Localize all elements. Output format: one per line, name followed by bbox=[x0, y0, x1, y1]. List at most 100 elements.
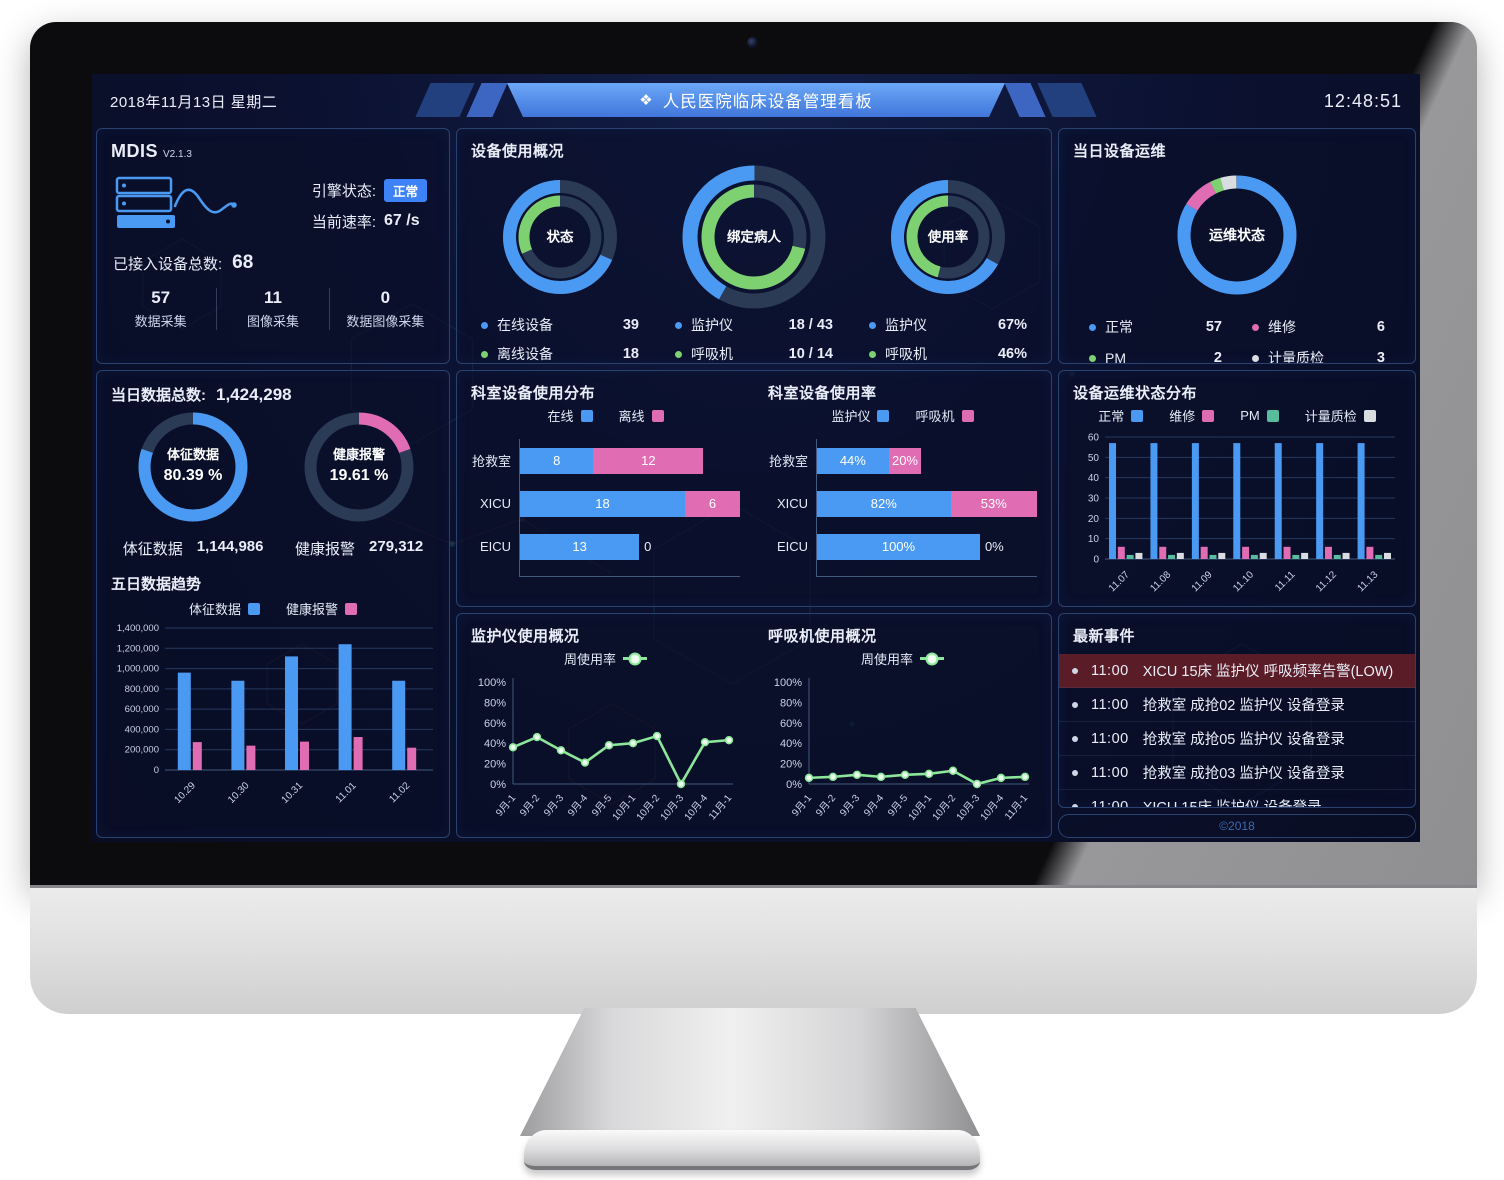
health-alarm-donut-chart: 健康报警 19.61 % bbox=[303, 411, 415, 528]
legend-dot bbox=[481, 321, 488, 329]
event-row[interactable]: 11:00 抢救室 成抢03 监护仪 设备登录 bbox=[1059, 756, 1415, 790]
legend-item[interactable]: 健康报警 bbox=[286, 599, 358, 618]
mdis-title: MDIS bbox=[111, 141, 158, 161]
legend-item[interactable]: 离线 bbox=[619, 406, 664, 425]
event-row-alert[interactable]: 11:00 XICU 15床 监护仪 呼吸频率告警(LOW) bbox=[1059, 654, 1415, 688]
vital-label: 体征数据 bbox=[122, 541, 183, 558]
panel-ops-distribution: 设备运维状态分布 正常 维修 PM 计量质检 60 50 40 30 20 10 0 11.07 11… bbox=[1058, 370, 1416, 607]
legend-item[interactable]: 呼吸机 46% bbox=[868, 344, 1027, 363]
event-row[interactable]: 11:00 XICU 15床 监护仪 设备登录 bbox=[1059, 790, 1415, 808]
status-donut-legend: 在线设备 39 离线设备 18 bbox=[481, 315, 639, 363]
legend-item[interactable]: PM bbox=[1240, 408, 1279, 423]
event-text: 抢救室 成抢03 监护仪 设备登录 bbox=[1142, 766, 1345, 782]
legend-swatch bbox=[961, 409, 974, 422]
bar-segment: 6 bbox=[685, 490, 741, 517]
legend-item[interactable]: 在线设备 39 bbox=[481, 315, 639, 335]
svg-text:10月-1: 10月-1 bbox=[609, 792, 638, 823]
monitor-stand-neck bbox=[520, 1008, 980, 1136]
legend-value: 6 bbox=[1376, 319, 1385, 335]
legend-label: 健康报警 bbox=[286, 602, 339, 617]
legend-line-marker bbox=[920, 652, 944, 665]
diamond-cluster-icon: ❖ bbox=[639, 92, 654, 109]
svg-text:10月-2: 10月-2 bbox=[930, 792, 959, 823]
bar-segment: 18 bbox=[520, 490, 686, 517]
legend-label: 监护仪 bbox=[690, 317, 733, 333]
legend-item[interactable]: 正常 bbox=[1098, 406, 1144, 425]
category-label: 抢救室 bbox=[768, 454, 808, 469]
dept-rate-legend: 监护仪 呼吸机 bbox=[754, 406, 1051, 425]
legend-item[interactable]: 周使用率 bbox=[861, 649, 944, 668]
svg-text:0%: 0% bbox=[490, 779, 506, 791]
legend-swatch bbox=[877, 409, 890, 422]
bar-segment: 82% bbox=[817, 490, 951, 517]
legend-item[interactable]: 体征数据 bbox=[189, 599, 260, 618]
svg-text:11.01: 11.01 bbox=[334, 780, 359, 805]
legend-item[interactable]: 计量质检 bbox=[1305, 406, 1376, 425]
legend-item[interactable]: 呼吸机 bbox=[915, 406, 974, 425]
event-time: 11:00 bbox=[1091, 764, 1129, 781]
legend-swatch bbox=[580, 409, 593, 422]
svg-text:9月-4: 9月-4 bbox=[862, 792, 887, 819]
ops-dist-legend: 正常 维修 PM 计量质检 bbox=[1059, 406, 1415, 425]
svg-text:11.11: 11.11 bbox=[1273, 569, 1298, 594]
vent-usage-half: 呼吸机使用概况 周使用率 100% 80% 60% 40% 20% 0% 9月-1 9月-2 9… bbox=[754, 614, 1051, 837]
svg-text:0: 0 bbox=[1093, 555, 1099, 566]
svg-text:1,400,000: 1,400,000 bbox=[117, 623, 159, 634]
connected-devices-value: 68 bbox=[232, 252, 254, 273]
rate-value: 67 /s bbox=[384, 212, 420, 229]
legend-item[interactable]: 监护仪 18 / 43 bbox=[674, 315, 833, 335]
legend-dot bbox=[1252, 323, 1259, 331]
legend-item[interactable]: 维修 bbox=[1169, 406, 1215, 425]
event-row[interactable]: 11:00 抢救室 成抢02 监护仪 设备登录 bbox=[1059, 688, 1415, 722]
svg-text:40%: 40% bbox=[780, 738, 802, 750]
event-bullet bbox=[1072, 667, 1078, 674]
svg-text:10月-4: 10月-4 bbox=[681, 792, 710, 823]
legend-line-marker bbox=[623, 652, 648, 665]
legend-value: 3 bbox=[1376, 350, 1385, 364]
legend-item[interactable]: 呼吸机 10 / 14 bbox=[674, 344, 833, 363]
legend-item[interactable]: 维修 6 bbox=[1252, 317, 1385, 337]
svg-text:使用率: 使用率 bbox=[927, 229, 969, 245]
category-label: XICU bbox=[776, 496, 808, 511]
legend-item[interactable]: 计量质检 3 bbox=[1252, 348, 1385, 364]
legend-label: 呼吸机 bbox=[915, 409, 955, 424]
ops-dist-bar-chart: 60 50 40 30 20 10 0 11.07 11.08 11.09 11.10 11.11 11… bbox=[1059, 427, 1415, 605]
legend-label: 计量质检 bbox=[1304, 409, 1357, 424]
panel-latest-events: 最新事件 11:00 XICU 15床 监护仪 呼吸频率告警(LOW) 11:00 抢… bbox=[1058, 613, 1416, 808]
five-day-trend-title: 五日数据趋势 bbox=[111, 576, 202, 593]
svg-text:10.29: 10.29 bbox=[172, 780, 198, 806]
vital-data-donut-chart: 体征数据 80.39 % bbox=[137, 411, 249, 528]
svg-text:40: 40 bbox=[1088, 473, 1100, 484]
dept-dist-title: 科室设备使用分布 bbox=[471, 385, 596, 402]
rate-label: 当前速率: bbox=[311, 213, 376, 231]
legend-label: PM bbox=[1240, 408, 1260, 423]
legend-item[interactable]: PM 2 bbox=[1089, 348, 1222, 364]
svg-text:11.12: 11.12 bbox=[1314, 569, 1339, 594]
event-time: 11:00 bbox=[1091, 798, 1129, 808]
legend-item[interactable]: 正常 57 bbox=[1089, 317, 1222, 337]
svg-text:10月-3: 10月-3 bbox=[657, 792, 686, 823]
alarm-value: 279,312 bbox=[369, 538, 424, 555]
legend-item[interactable]: 在线 bbox=[547, 406, 593, 425]
legend-item[interactable]: 监护仪 67% bbox=[868, 315, 1027, 335]
legend-item[interactable]: 周使用率 bbox=[564, 649, 648, 668]
event-row[interactable]: 11:00 抢救室 成抢05 监护仪 设备登录 bbox=[1059, 722, 1415, 756]
vent-line-legend: 周使用率 bbox=[754, 649, 1051, 668]
event-bullet bbox=[1072, 701, 1078, 708]
svg-text:60%: 60% bbox=[780, 718, 802, 730]
legend-label: 在线设备 bbox=[497, 317, 553, 333]
legend-label: PM bbox=[1105, 350, 1126, 364]
event-time: 11:00 bbox=[1091, 730, 1129, 747]
vital-value: 1,144,986 bbox=[196, 538, 264, 555]
svg-text:80.39 %: 80.39 % bbox=[164, 467, 223, 484]
daily-total-value: 1,424,298 bbox=[216, 385, 292, 404]
legend-item[interactable]: 监护仪 bbox=[831, 406, 890, 425]
engine-status-badge: 正常 bbox=[384, 178, 428, 202]
copyright-text: ©2018 bbox=[1219, 819, 1255, 833]
svg-text:800,000: 800,000 bbox=[125, 684, 159, 695]
trend-legend: 体征数据 健康报警 bbox=[97, 599, 449, 618]
legend-dot bbox=[1252, 354, 1259, 362]
legend-label: 离线 bbox=[618, 409, 645, 424]
legend-item[interactable]: 离线设备 18 bbox=[481, 344, 639, 363]
